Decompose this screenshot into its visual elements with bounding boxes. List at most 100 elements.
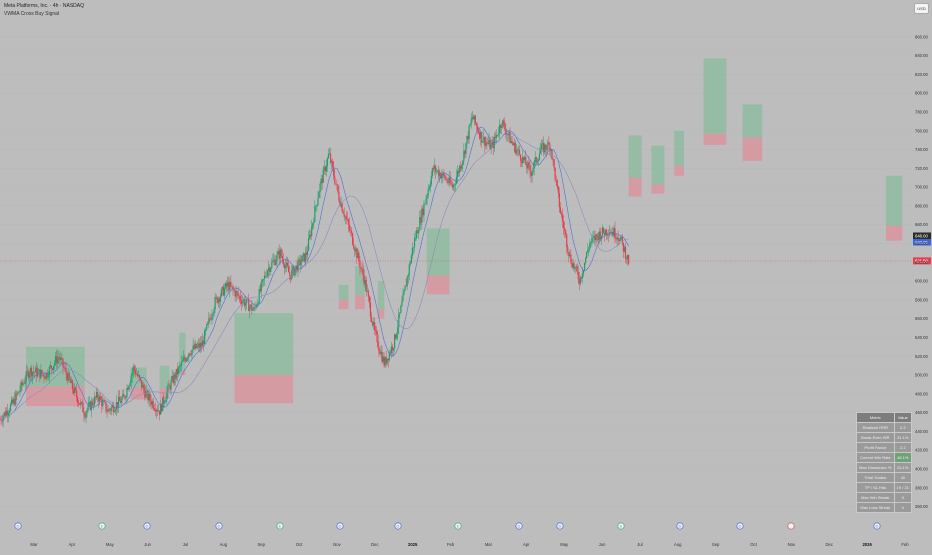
candle-body bbox=[610, 232, 612, 234]
candle-body bbox=[573, 263, 575, 269]
candle-body bbox=[620, 236, 622, 239]
candle-body bbox=[182, 360, 184, 362]
candle-body bbox=[414, 238, 417, 239]
stats-value: 2.2 bbox=[893, 442, 913, 453]
x-tick-label: Apr bbox=[523, 542, 530, 547]
earnings-marker-red[interactable] bbox=[787, 522, 795, 530]
candle-body bbox=[448, 177, 450, 184]
candle-body bbox=[223, 288, 226, 296]
indicator-name[interactable]: VWMA Cross Buy Signal bbox=[4, 11, 60, 17]
candle-body bbox=[628, 254, 630, 264]
y-tick-label: 380.00 bbox=[915, 485, 928, 490]
candle-body bbox=[530, 171, 532, 177]
candle-body bbox=[77, 397, 79, 404]
candle-body bbox=[462, 160, 464, 165]
candle-body bbox=[323, 166, 325, 170]
candle-body bbox=[163, 397, 165, 404]
symbol-title[interactable]: Meta Platforms, Inc. · 4h · NASDAQ bbox=[4, 3, 85, 9]
candle-body bbox=[318, 192, 320, 199]
candle-body bbox=[493, 136, 495, 149]
candle-body bbox=[155, 409, 157, 412]
candle-body bbox=[615, 238, 617, 240]
candle-body bbox=[239, 296, 241, 301]
candle-body bbox=[308, 234, 311, 239]
earnings-marker[interactable]: E bbox=[617, 522, 625, 530]
candle-body bbox=[307, 238, 310, 251]
candle-body bbox=[283, 264, 286, 269]
y-tick-label: 800.00 bbox=[915, 91, 928, 96]
earnings-marker[interactable]: E bbox=[98, 522, 106, 530]
candle-body bbox=[470, 119, 472, 125]
stats-value: 31.1% bbox=[893, 432, 913, 443]
candle-body bbox=[327, 154, 330, 159]
candle-body bbox=[575, 266, 577, 268]
candle-body bbox=[24, 381, 26, 384]
candle-body bbox=[165, 399, 167, 403]
candle-body bbox=[73, 387, 76, 393]
candle-body bbox=[441, 175, 443, 179]
dividend-marker[interactable]: D bbox=[515, 522, 523, 530]
candle-body bbox=[358, 252, 360, 262]
y-tick-label: 820.00 bbox=[915, 72, 928, 77]
candle-body bbox=[595, 234, 597, 241]
x-tick-label: Mar bbox=[485, 542, 493, 547]
earnings-marker[interactable]: E bbox=[454, 522, 462, 530]
candle-body bbox=[1, 420, 3, 422]
candle-body bbox=[295, 265, 297, 269]
candle-body bbox=[583, 262, 586, 271]
candle-body bbox=[115, 402, 118, 410]
candle-body bbox=[527, 162, 529, 169]
candle-body bbox=[230, 281, 232, 286]
marker-circle bbox=[336, 522, 344, 530]
dividend-marker[interactable]: D bbox=[215, 522, 223, 530]
candle-body bbox=[46, 372, 48, 378]
candle-body bbox=[132, 366, 134, 373]
dividend-marker[interactable]: D bbox=[676, 522, 684, 530]
candle-body bbox=[319, 183, 321, 193]
earnings-marker[interactable]: E bbox=[276, 522, 284, 530]
x-axis[interactable]: Mar Apr May Jun Jul Aug Sep Oct Nov Dec 2025 Feb Mar… bbox=[30, 542, 909, 547]
candle-body bbox=[89, 401, 91, 411]
candle-body bbox=[294, 268, 296, 276]
stats-value: 2.2 bbox=[893, 422, 913, 433]
candle-body bbox=[91, 401, 93, 406]
candle-body bbox=[231, 285, 233, 287]
profit-zone bbox=[742, 104, 763, 138]
currency-badge[interactable]: USD bbox=[914, 3, 929, 14]
dividend-marker[interactable]: D bbox=[14, 522, 22, 530]
candle-body bbox=[88, 401, 90, 404]
candle-body bbox=[200, 342, 203, 347]
candle-body bbox=[370, 316, 373, 322]
candle-body bbox=[458, 171, 460, 173]
candle-body bbox=[138, 375, 141, 379]
candle-body bbox=[543, 143, 545, 153]
candle-body bbox=[18, 391, 20, 393]
candle-body bbox=[467, 135, 469, 140]
current-price-tag bbox=[913, 257, 931, 265]
candle-body bbox=[551, 149, 553, 160]
candle-body bbox=[506, 134, 508, 135]
dividend-marker[interactable]: D bbox=[556, 522, 564, 530]
candle-body bbox=[69, 378, 71, 383]
candle-body bbox=[385, 357, 387, 364]
candle-body bbox=[117, 396, 120, 407]
candle-body bbox=[498, 125, 501, 134]
event-markers[interactable]: DEDDEDDEDDEDDED bbox=[14, 522, 881, 530]
dividend-marker[interactable]: D bbox=[336, 522, 344, 530]
candle-body bbox=[166, 391, 168, 400]
marker-letter: D bbox=[397, 524, 400, 529]
profit-zone bbox=[26, 346, 85, 387]
candle-body bbox=[281, 256, 283, 259]
candle-body bbox=[433, 165, 436, 170]
dividend-marker[interactable]: D bbox=[394, 522, 402, 530]
dividend-marker[interactable]: D bbox=[736, 522, 744, 530]
dividend-marker[interactable]: D bbox=[143, 522, 151, 530]
y-axis[interactable]: 360.00 380.00 400.00 420.00 440.00 460.00 480.… bbox=[915, 34, 928, 509]
candle-body bbox=[528, 162, 530, 165]
dividend-marker[interactable]: D bbox=[873, 522, 881, 530]
candle-body bbox=[322, 169, 324, 183]
y-tick-label: 520.00 bbox=[915, 354, 928, 359]
candle-body bbox=[226, 283, 228, 287]
